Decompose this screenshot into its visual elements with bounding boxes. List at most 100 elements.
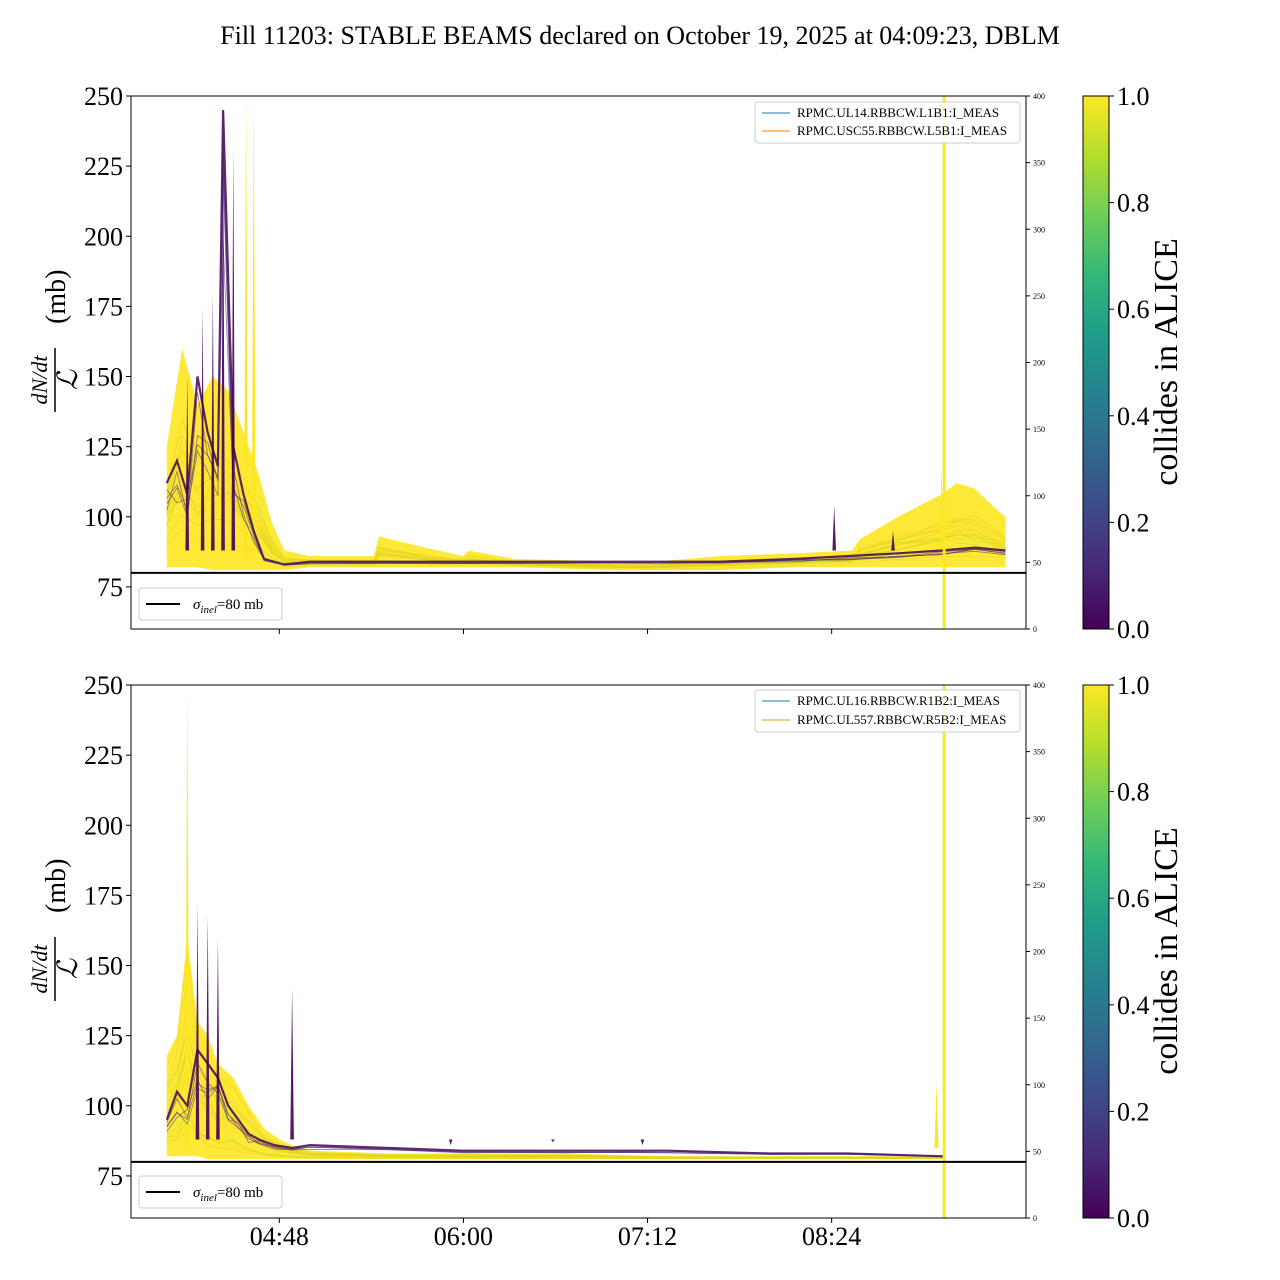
- top-dark-spike: [891, 530, 895, 551]
- bottom-y2-tick-label: 100: [1033, 1081, 1045, 1090]
- top-yellow-spike: [244, 96, 249, 559]
- bottom-yellow-envelope: [166, 937, 945, 1160]
- bottom-y-tick-label: 175: [84, 881, 123, 910]
- bottom-dark-spike: [448, 1139, 453, 1146]
- bottom-y2-tick-label: 200: [1033, 948, 1045, 957]
- top-dark-spike: [200, 306, 205, 551]
- top-dark-trace: [165, 109, 1006, 566]
- top-y2-tick-label: 0: [1033, 625, 1037, 634]
- bottom-y2-tick-label: 300: [1033, 814, 1045, 823]
- top-colorbar-tick-label: 0.4: [1117, 402, 1150, 431]
- bottom-sigma-sub: inel: [200, 1192, 217, 1204]
- top-y-label-numerator: dN/dt: [27, 355, 52, 405]
- chart-title: Fill 11203: STABLE BEAMS declared on Oct…: [220, 21, 1060, 50]
- top-dark-spike: [211, 292, 215, 551]
- top-texture-trace: [166, 458, 1006, 567]
- bottom-colorbar-tick-label: 0.8: [1117, 778, 1150, 807]
- top-y-tick-label: 225: [84, 152, 123, 181]
- top-plot-data: [131, 96, 1026, 629]
- top-dark-trace-secondary: [166, 240, 1006, 566]
- top-dark-spike: [185, 376, 190, 551]
- top-y-ticks: 75 100 125 150 175 200 225 250: [84, 82, 131, 602]
- top-sigma-legend: σinel=80 mb: [138, 587, 283, 621]
- top-sigma-text: =80 mb: [217, 597, 263, 613]
- top-y-tick-label: 100: [84, 503, 123, 532]
- bottom-series-legend: RPMC.UL16.RBBCW.R1B2:I_MEAS RPMC.UL557.R…: [754, 689, 1021, 733]
- top-colorbar-gradient: [1082, 95, 1110, 630]
- bottom-colorbar-tick-label: 0.4: [1117, 991, 1150, 1020]
- top-dark-spike: [221, 110, 225, 551]
- bottom-dark-spike: [290, 987, 294, 1140]
- bottom-y2-tick-label: 250: [1033, 881, 1045, 890]
- bottom-sigma-symbol: σ: [193, 1185, 201, 1201]
- bottom-colorbar-tick-label: 1.0: [1117, 671, 1150, 700]
- bottom-texture-trace: [166, 976, 945, 1158]
- top-texture-trace: [166, 528, 1006, 570]
- top-series-legend: RPMC.UL14.RBBCW.L1B1:I_MEAS RPMC.USC55.R…: [754, 101, 1021, 144]
- top-y-label: (mb) dN/dt ℒ: [27, 270, 84, 412]
- bottom-texture-trace: [166, 1030, 945, 1158]
- top-colorbar-ticks: 0.0 0.2 0.4 0.6 0.8 1.0: [1109, 82, 1150, 644]
- top-texture-trace: [166, 419, 1006, 566]
- top-y2-tick-label: 50: [1033, 558, 1041, 567]
- bottom-x-tick-label: 04:48: [250, 1222, 309, 1251]
- bottom-x-tick-label: 08:24: [802, 1222, 861, 1251]
- bottom-texture-trace: [166, 1031, 945, 1158]
- bottom-yellow-spike: [934, 1083, 939, 1148]
- bottom-dark-spike: [216, 937, 220, 1140]
- top-y-tick-label: 150: [84, 363, 123, 392]
- bottom-texture-trace: [166, 1044, 945, 1159]
- top-legend-entry-1: RPMC.UL14.RBBCW.L1B1:I_MEAS: [797, 105, 999, 120]
- bottom-colorbar-tick-label: 0.6: [1117, 884, 1150, 913]
- bottom-y2-tick-label: 150: [1033, 1014, 1045, 1023]
- top-dark-trace-secondary: [166, 151, 1006, 566]
- top-y2-tick-label: 300: [1033, 225, 1045, 234]
- bottom-dark-trace-secondary: [166, 1085, 945, 1157]
- top-y-label-unit: (mb): [41, 270, 72, 324]
- bottom-plot-data: [131, 685, 1026, 1218]
- top-legend-entry-2: RPMC.USC55.RBBCW.L5B1:I_MEAS: [797, 123, 1007, 138]
- bottom-x-tick-label: 07:12: [618, 1222, 677, 1251]
- bottom-sigma-text: =80 mb: [217, 1185, 263, 1201]
- top-colorbar-tick-label: 0.2: [1117, 508, 1150, 537]
- top-y2-tick-label: 400: [1033, 92, 1045, 101]
- bottom-x-tick-label: 06:00: [434, 1222, 493, 1251]
- bottom-colorbar-tick-label: 0.0: [1117, 1204, 1150, 1233]
- bottom-panel: 75 100 125 150 175 200 225 250 0 50 100 150 200 250 3…: [27, 671, 1185, 1251]
- bottom-y-label-numerator: dN/dt: [27, 944, 52, 994]
- bottom-yellow-vertical-line: [942, 685, 946, 1218]
- bottom-y2-tick-label: 350: [1033, 748, 1045, 757]
- bottom-dark-spike: [640, 1139, 645, 1146]
- top-sigma-legend-box: [138, 587, 283, 621]
- top-yellow-spike: [251, 96, 256, 559]
- top-yellow-envelope: [166, 348, 1006, 571]
- bottom-series-legend-box: [754, 689, 1021, 733]
- top-dark-trace-secondary: [166, 157, 1006, 566]
- top-y-tick-label: 75: [97, 573, 123, 602]
- bottom-colorbar-label: collides in ALICE: [1148, 827, 1185, 1074]
- top-y2-tick-label: 100: [1033, 492, 1045, 501]
- top-dark-spike: [832, 505, 837, 551]
- bottom-dark-spike: [205, 915, 210, 1140]
- top-panel: 75 100 125 150 175 200 225 250 0 50 100 150 200 250 3…: [27, 82, 1185, 644]
- bottom-y-label-denominator: ℒ: [53, 958, 84, 979]
- bottom-colorbar: 0.0 0.2 0.4 0.6 0.8 1.0 collides in ALICE: [1082, 671, 1185, 1233]
- bottom-dark-trace: [165, 1046, 945, 1158]
- top-y-tick-label: 125: [84, 433, 123, 462]
- bottom-sigma-legend-label: σinel=80 mb: [193, 1185, 263, 1204]
- bottom-y-tick-label: 150: [84, 952, 123, 981]
- bottom-y2-tick-label: 50: [1033, 1147, 1041, 1156]
- top-colorbar-tick-label: 0.8: [1117, 189, 1150, 218]
- bottom-legend-entry-1: RPMC.UL16.RBBCW.R1B2:I_MEAS: [797, 693, 1000, 708]
- top-colorbar-tick-label: 1.0: [1117, 82, 1150, 111]
- bottom-y-tick-label: 125: [84, 1022, 123, 1051]
- top-dark-trace-secondary: [166, 174, 1006, 566]
- bottom-sigma-legend: σinel=80 mb: [138, 1175, 283, 1209]
- bottom-y2-ticks: 0 50 100 150 200 250 300 350 400: [1026, 681, 1045, 1223]
- bottom-dark-spike: [551, 1139, 555, 1143]
- top-sigma-legend-label: σinel=80 mb: [193, 597, 263, 616]
- bottom-y-tick-label: 100: [84, 1092, 123, 1121]
- bottom-y-tick-label: 200: [84, 811, 123, 840]
- top-y-label-denominator: ℒ: [53, 369, 84, 390]
